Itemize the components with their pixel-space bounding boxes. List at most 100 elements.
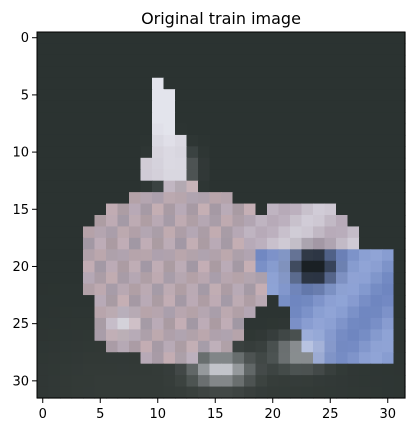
image-pixel — [301, 363, 314, 376]
image-pixel — [106, 363, 119, 376]
image-pixel — [186, 329, 199, 342]
image-pixel — [382, 169, 395, 182]
image-pixel — [393, 77, 406, 90]
image-pixel — [278, 169, 291, 182]
image-pixel — [198, 375, 211, 388]
image-pixel — [336, 260, 349, 273]
image-pixel — [129, 134, 142, 147]
image-pixel — [278, 89, 291, 102]
image-pixel — [198, 215, 211, 228]
image-pixel — [117, 192, 130, 205]
image-pixel — [244, 192, 257, 205]
image-pixel — [221, 363, 234, 376]
image-pixel — [324, 363, 337, 376]
image-pixel — [106, 340, 119, 353]
image-pixel — [129, 283, 142, 296]
image-pixel — [48, 340, 61, 353]
image-pixel — [255, 43, 268, 56]
image-pixel — [140, 226, 153, 239]
image-pixel — [393, 340, 406, 353]
image-pixel — [382, 66, 395, 79]
image-pixel — [186, 283, 199, 296]
image-pixel — [48, 123, 61, 136]
image-pixel — [106, 375, 119, 388]
image-pixel — [106, 146, 119, 159]
image-pixel — [175, 192, 188, 205]
image-pixel — [140, 146, 153, 159]
image-pixel — [370, 363, 383, 376]
image-pixel — [359, 306, 372, 319]
image-pixel — [221, 123, 234, 136]
image-pixel — [370, 192, 383, 205]
image-pixel — [152, 226, 165, 239]
image-pixel — [267, 363, 280, 376]
image-pixel — [37, 306, 50, 319]
image-pixel — [221, 340, 234, 353]
image-pixel — [198, 283, 211, 296]
image-pixel — [324, 260, 337, 273]
image-pixel — [209, 340, 222, 353]
image-pixel — [301, 340, 314, 353]
image-pixel — [393, 43, 406, 56]
image-pixel — [163, 363, 176, 376]
image-pixel — [71, 77, 84, 90]
image-pixel — [71, 272, 84, 285]
image-pixel — [255, 295, 268, 308]
image-pixel — [244, 249, 257, 262]
image-pixel — [301, 66, 314, 79]
image-pixel — [336, 283, 349, 296]
image-pixel — [244, 363, 257, 376]
image-pixel — [175, 283, 188, 296]
image-pixel — [152, 249, 165, 262]
image-pixel — [71, 295, 84, 308]
image-pixel — [290, 352, 303, 365]
image-pixel — [393, 32, 406, 45]
image-pixel — [370, 272, 383, 285]
image-pixel — [71, 134, 84, 147]
image-pixel — [347, 386, 360, 399]
image-pixel — [221, 272, 234, 285]
image-pixel — [278, 146, 291, 159]
image-pixel — [94, 43, 107, 56]
image-pixel — [129, 123, 142, 136]
image-pixel — [198, 66, 211, 79]
image-pixel — [71, 306, 84, 319]
image-pixel — [232, 100, 245, 113]
image-pixel — [336, 295, 349, 308]
image-pixel — [370, 340, 383, 353]
image-pixel — [301, 306, 314, 319]
image-pixel — [163, 317, 176, 330]
image-pixel — [301, 169, 314, 182]
image-pixel — [175, 215, 188, 228]
image-pixel — [267, 249, 280, 262]
axes-frame — [36, 31, 406, 399]
image-pixel — [301, 123, 314, 136]
image-pixel — [71, 363, 84, 376]
image-pixel — [359, 32, 372, 45]
image-pixel — [163, 203, 176, 216]
image-pixel — [163, 123, 176, 136]
image-pixel — [37, 329, 50, 342]
image-pixel — [71, 112, 84, 125]
image-pixel — [83, 89, 96, 102]
image-pixel — [382, 260, 395, 273]
image-pixel — [313, 226, 326, 239]
image-pixel — [60, 237, 73, 250]
image-pixel — [255, 77, 268, 90]
image-pixel — [198, 123, 211, 136]
image-pixel — [129, 180, 142, 193]
image-pixel — [393, 112, 406, 125]
image-pixel — [60, 375, 73, 388]
image-pixel — [290, 215, 303, 228]
image-pixel — [175, 77, 188, 90]
image-pixel — [244, 134, 257, 147]
image-pixel — [359, 123, 372, 136]
image-pixel — [163, 260, 176, 273]
image-pixel — [60, 146, 73, 159]
image-pixel — [198, 295, 211, 308]
image-pixel — [83, 363, 96, 376]
image-pixel — [267, 169, 280, 182]
image-pixel — [152, 100, 165, 113]
image-pixel — [313, 215, 326, 228]
image-pixel — [140, 329, 153, 342]
